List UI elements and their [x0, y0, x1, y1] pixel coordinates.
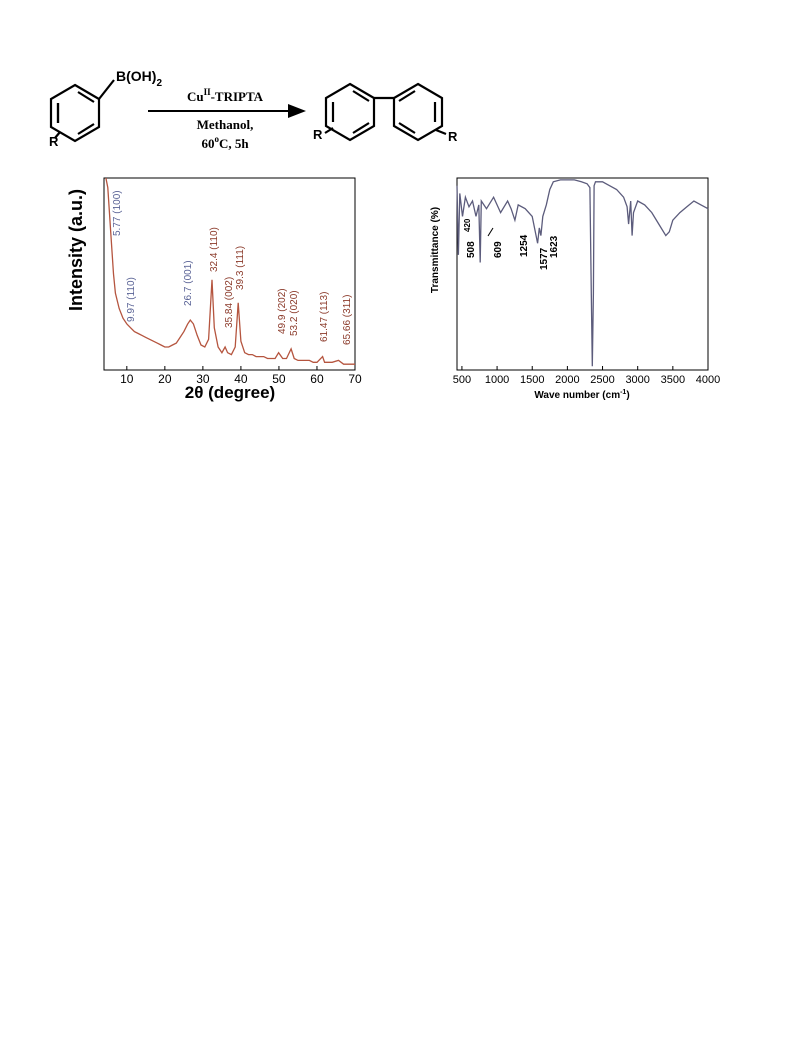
x-tick-label: 40	[234, 372, 248, 386]
x-tick-label: 70	[348, 372, 362, 386]
plot-frame	[103, 177, 356, 371]
x-tick-label: 10	[120, 372, 134, 386]
peak-label: 1577	[539, 247, 550, 270]
peak-label: 609	[493, 241, 504, 258]
temp-superscript: o	[214, 134, 219, 144]
peak-label: 65.66 (311)	[342, 295, 353, 345]
temperature: 60oC, 5h	[201, 134, 249, 151]
x-tick-label: 2500	[590, 374, 614, 386]
x-tick-label: 4000	[696, 374, 720, 386]
ring-bond	[352, 122, 370, 134]
group-text: B(OH)	[116, 68, 156, 84]
bond	[54, 131, 61, 139]
ring-bond	[352, 90, 370, 102]
solvent: Methanol,	[197, 117, 254, 132]
reactant-group: B(OH)2	[116, 68, 162, 89]
peak-label: 420	[463, 218, 472, 232]
x-tick-label: 30	[196, 372, 210, 386]
ring-bond	[398, 122, 416, 134]
x-tick-label: 1000	[485, 374, 509, 386]
x-tick-label: 3500	[661, 374, 685, 386]
plot-frame	[456, 177, 709, 371]
x-tick-label: 60	[310, 372, 324, 386]
peak-label: 49.9 (202)	[277, 288, 288, 334]
x-tick-label: 50	[272, 372, 286, 386]
peak-label: 61.47 (113)	[319, 292, 330, 342]
pointer-arrow	[487, 227, 494, 237]
substituent: R	[313, 127, 323, 142]
ring-bond	[77, 123, 95, 135]
catalyst-text: Cu	[187, 89, 204, 104]
data-line	[456, 179, 709, 367]
temp-text: 60	[201, 136, 214, 151]
group-subscript: 2	[156, 78, 162, 89]
catalyst-superscript: II	[204, 87, 212, 97]
peak-label: 5.77 (100)	[112, 190, 123, 236]
x-tick-label: 1500	[520, 374, 544, 386]
peak-label: 39.3 (111)	[235, 246, 246, 290]
x-label-text: 2θ (degree)	[185, 383, 275, 402]
x-tick-label: 2000	[555, 374, 579, 386]
x-label-text: )	[626, 390, 629, 401]
peak-label: 32.4 (110)	[209, 227, 220, 272]
peak-label: 9.97 (110)	[126, 277, 137, 322]
y-axis-label: Transmittance (%)	[430, 207, 441, 293]
catalyst: CuII-TRIPTA	[187, 87, 264, 104]
x-label-text: Wave number (cm	[534, 390, 620, 401]
bond	[435, 128, 447, 136]
peak-label: 53.2 (020)	[289, 290, 300, 336]
data-line	[105, 177, 355, 365]
peak-label: 26.7 (001)	[183, 260, 194, 306]
substituent: R	[448, 129, 458, 144]
x-tick-label: 3000	[625, 374, 649, 386]
scheme-structures	[49, 79, 447, 143]
temp-text: C, 5h	[219, 136, 249, 151]
peak-label: 508	[466, 241, 477, 258]
substituent: R	[49, 134, 59, 149]
peak-label: 35.84 (002)	[224, 277, 235, 328]
ring-bond	[77, 91, 95, 103]
bond	[324, 127, 334, 134]
x-axis-label: Wave number (cm-1)	[534, 389, 629, 401]
peak-label: 1623	[549, 235, 560, 258]
benzene-ring	[392, 82, 444, 142]
x-axis-label: 2θ (degree)	[185, 383, 275, 402]
x-tick-label: 20	[158, 372, 172, 386]
bond	[98, 79, 115, 100]
y-axis-label: Intensity (a.u.)	[66, 189, 86, 311]
x-tick-label: 500	[453, 374, 471, 386]
peak-label: 1254	[519, 234, 530, 257]
ring-bond	[398, 90, 416, 102]
catalyst-text: -TRIPTA	[211, 89, 264, 104]
x-label-superscript: -1	[620, 389, 626, 396]
arrow-head	[288, 104, 306, 118]
